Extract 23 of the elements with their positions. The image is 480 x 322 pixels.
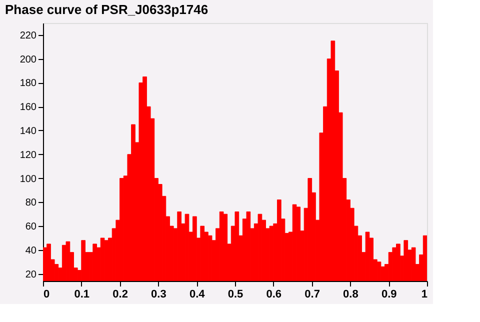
- x-tick-label: 0.4: [189, 288, 206, 300]
- y-tick-label: 20: [25, 269, 37, 280]
- x-tick-label: 0.7: [304, 288, 320, 300]
- x-tick-label: 0.8: [343, 288, 358, 300]
- y-tick-label: 40: [25, 245, 37, 256]
- y-tick-label: 200: [20, 54, 37, 66]
- y-tick-label: 160: [20, 102, 37, 114]
- x-tick-label: 0.5: [228, 288, 244, 300]
- y-tick-label: 180: [20, 78, 37, 90]
- y-tick-label: 140: [20, 126, 37, 137]
- y-tick-label: 220: [20, 30, 37, 42]
- x-tick-label: 0: [44, 288, 50, 300]
- chart-title: Phase curve of PSR_J0633p1746: [5, 2, 208, 17]
- y-tick-label: 80: [25, 198, 37, 209]
- x-tick-label: 0.1: [74, 288, 90, 300]
- y-tick-label: 60: [25, 222, 37, 233]
- x-tick-label: 0.2: [112, 288, 128, 300]
- x-tick-label: 0.9: [381, 288, 397, 300]
- x-tick-label: 0.3: [151, 288, 166, 300]
- x-tick-label: 0.6: [266, 288, 282, 300]
- y-tick-label: 120: [20, 150, 37, 161]
- x-tick-label: 1: [421, 288, 428, 300]
- y-tick-label: 100: [20, 174, 37, 185]
